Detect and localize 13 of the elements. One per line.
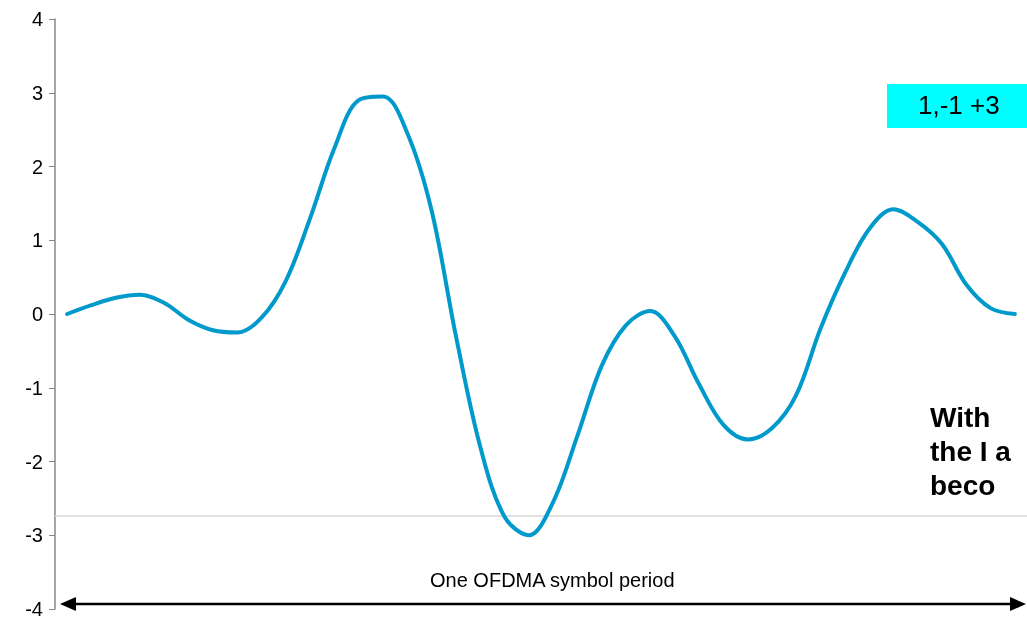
y-tick-label: 0	[31, 303, 43, 325]
line-series	[65, 94, 1017, 538]
y-tick-label: -1	[25, 376, 43, 399]
y-tick-label: 2	[31, 155, 43, 178]
y-tick-label: -4	[25, 598, 43, 620]
annotation: One OFDMA symbol period	[430, 569, 675, 591]
y-tick-label: 4	[31, 8, 43, 30]
y-tick-label: -2	[25, 450, 43, 473]
y-tick-label: -3	[25, 524, 43, 547]
annotation: With the I a beco	[930, 401, 1012, 501]
annotation: 1,-1 +3	[918, 90, 1000, 120]
y-tick-label: 1	[31, 229, 43, 252]
y-tick-label: 3	[31, 81, 43, 104]
